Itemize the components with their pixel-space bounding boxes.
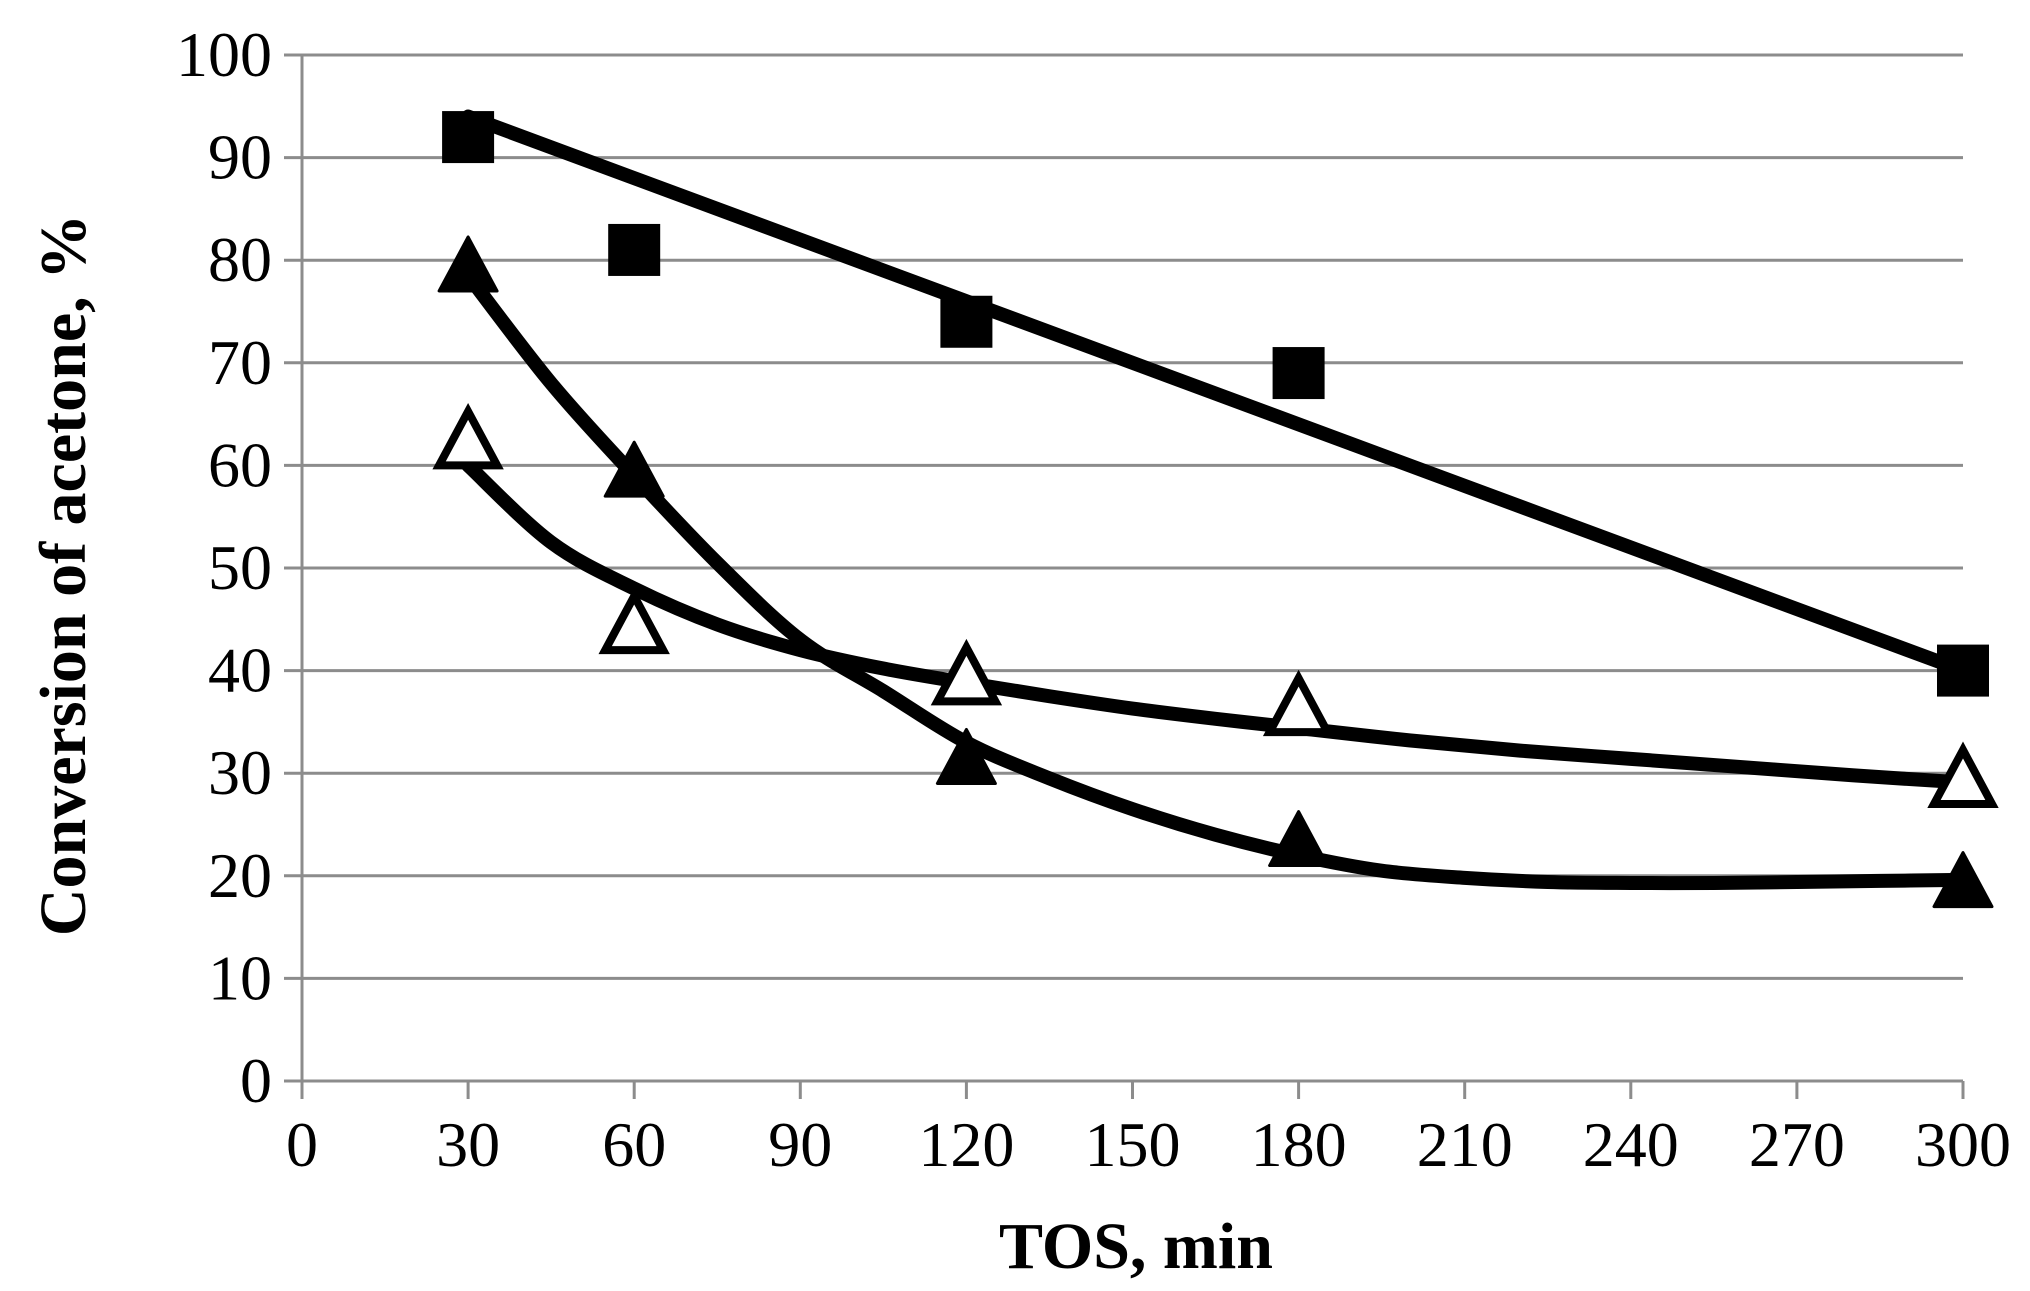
data-point-open-triangle-120 xyxy=(930,638,1003,706)
x-tick-label-120: 120 xyxy=(918,1109,1014,1180)
x-tick-label-240: 240 xyxy=(1583,1109,1679,1180)
trend-lines xyxy=(461,109,1970,891)
data-point-filled-square-180 xyxy=(1272,347,1325,400)
data-point-filled-square-120 xyxy=(940,295,993,348)
data-point-open-triangle-300 xyxy=(1927,741,1999,808)
data-point-filled-square-30 xyxy=(442,111,495,164)
axes xyxy=(284,53,1965,1099)
data-point-filled-triangle-300 xyxy=(1932,851,1994,909)
data-point-filled-triangle-180 xyxy=(1268,810,1330,868)
y-tick-label-10: 10 xyxy=(208,942,272,1013)
x-tick-label-0: 0 xyxy=(286,1109,318,1180)
x-tick-label-60: 60 xyxy=(602,1109,666,1180)
y-tick-label-80: 80 xyxy=(208,224,272,295)
data-point-open-triangle-180 xyxy=(1262,669,1335,737)
y-tick-label-20: 20 xyxy=(208,840,272,911)
x-tick-label-90: 90 xyxy=(768,1109,832,1180)
trend-line-filled-triangle xyxy=(461,268,1970,891)
y-tick-label-30: 30 xyxy=(208,737,272,808)
data-markers xyxy=(432,111,1999,909)
x-tick-label-180: 180 xyxy=(1251,1109,1347,1180)
x-tick-label-300: 300 xyxy=(1915,1109,2011,1180)
y-tick-label-70: 70 xyxy=(208,327,272,398)
data-point-open-triangle-60 xyxy=(598,587,670,655)
y-tick-label-100: 100 xyxy=(176,19,272,90)
data-point-filled-triangle-120 xyxy=(935,727,997,785)
x-tick-label-210: 210 xyxy=(1417,1109,1513,1180)
x-tick-label-270: 270 xyxy=(1749,1109,1845,1180)
y-axis-title: Conversion of acetone, % xyxy=(27,214,100,936)
tick-labels: 0 10 20 30 40 50 60 70 80 90 100 0 30 60 90 120 150 180 21… xyxy=(176,19,2011,1180)
data-point-filled-triangle-60 xyxy=(603,440,665,498)
x-tick-label-30: 30 xyxy=(436,1109,500,1180)
data-point-filled-square-60 xyxy=(608,223,661,276)
y-tick-label-0: 0 xyxy=(240,1045,272,1116)
x-axis-title: TOS, min xyxy=(999,1210,1273,1283)
data-point-filled-square-300 xyxy=(1937,644,1989,697)
y-tick-label-40: 40 xyxy=(208,635,272,706)
y-tick-label-60: 60 xyxy=(208,429,272,500)
y-tick-label-90: 90 xyxy=(208,122,272,193)
data-point-open-triangle-30 xyxy=(432,402,504,470)
grid xyxy=(302,53,1963,980)
data-point-filled-triangle-30 xyxy=(437,235,499,293)
x-tick-label-150: 150 xyxy=(1085,1109,1181,1180)
trend-line-open-triangle xyxy=(461,458,1970,790)
trend-line-filled-square xyxy=(461,109,1970,678)
y-tick-label-50: 50 xyxy=(208,532,272,603)
